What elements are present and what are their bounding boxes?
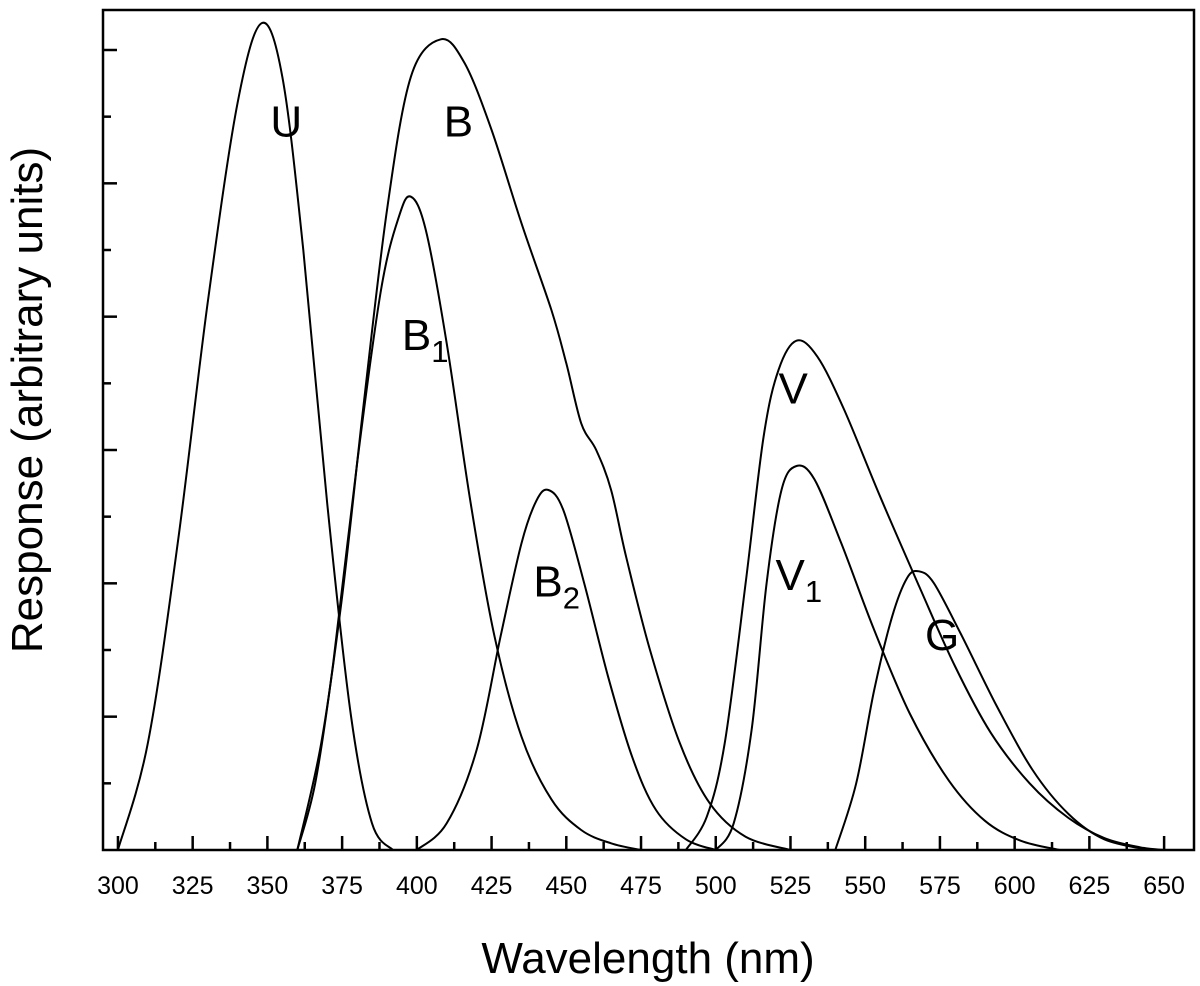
x-tick-label: 650 <box>1143 872 1185 900</box>
label-u: U <box>270 98 302 147</box>
series-labels: U B B1 B2 V V1 G <box>270 98 959 660</box>
x-tick-label: 500 <box>695 872 737 900</box>
label-b1: B1 <box>402 311 449 369</box>
curve-g <box>834 569 1150 851</box>
y-axis-ticks <box>103 48 117 785</box>
x-tick-label: 450 <box>545 872 587 900</box>
curve-v <box>685 339 1165 851</box>
x-tick-label: 525 <box>770 872 812 900</box>
x-tick-label: 600 <box>994 872 1036 900</box>
x-tick-label: 400 <box>396 872 438 900</box>
curve-b1 <box>296 195 642 851</box>
x-tick-label: 625 <box>1069 872 1111 900</box>
label-subscript: 1 <box>805 574 822 609</box>
label-subscript: 2 <box>563 581 580 616</box>
x-tick-label: 350 <box>247 872 289 900</box>
x-tick-label: 325 <box>172 872 214 900</box>
curve-u <box>116 21 394 851</box>
x-axis-title: Wavelength (nm) <box>481 934 814 983</box>
plot-frame <box>101 8 1196 852</box>
curve-b2 <box>416 488 717 851</box>
series-curves <box>116 21 1165 851</box>
x-tick-label: 575 <box>919 872 961 900</box>
x-axis-ticks: 300 325 350 375 400 425 450 475 500 525 550 575 600 6… <box>97 836 1185 900</box>
label-b: B <box>444 98 473 147</box>
curve-v1 <box>714 464 1060 851</box>
x-tick-label: 550 <box>844 872 886 900</box>
curve-b <box>296 38 791 851</box>
x-tick-label: 425 <box>471 872 513 900</box>
y-axis-title: Response (arbitrary units) <box>3 147 52 653</box>
label-subscript: 1 <box>431 334 448 369</box>
label-g: G <box>925 611 959 660</box>
label-v1: V1 <box>776 551 823 609</box>
x-tick-label: 300 <box>97 872 139 900</box>
x-tick-label: 375 <box>321 872 363 900</box>
x-tick-label: 475 <box>620 872 662 900</box>
label-b2: B2 <box>533 558 580 616</box>
label-v: V <box>779 364 809 413</box>
